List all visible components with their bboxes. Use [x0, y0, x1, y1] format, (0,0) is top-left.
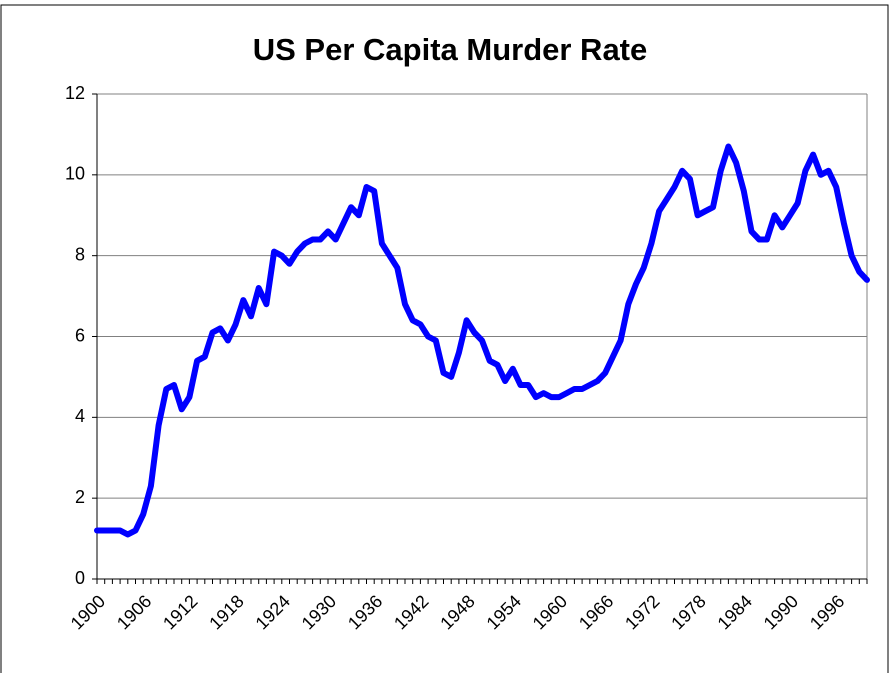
chart-title: US Per Capita Murder Rate [253, 32, 648, 67]
series-line [94, 143, 870, 538]
y-tick-label: 2 [75, 487, 85, 507]
y-tick-label: 4 [75, 406, 85, 426]
y-tick-label: 0 [75, 568, 85, 588]
y-tick-label: 12 [65, 83, 85, 103]
y-tick-label: 10 [65, 164, 85, 184]
chart-frame [0, 4, 889, 673]
y-tick-label: 8 [75, 244, 85, 264]
y-tick-label: 6 [75, 325, 85, 345]
